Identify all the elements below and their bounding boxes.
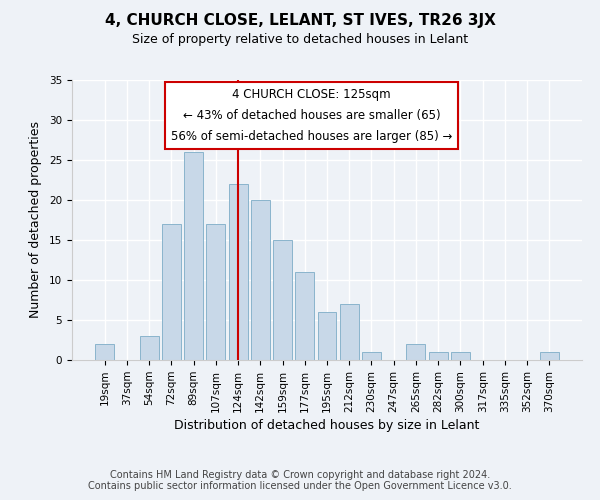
Text: Contains HM Land Registry data © Crown copyright and database right 2024.: Contains HM Land Registry data © Crown c… (110, 470, 490, 480)
Y-axis label: Number of detached properties: Number of detached properties (29, 122, 42, 318)
Bar (362, 352, 381, 360)
Bar (162, 224, 181, 360)
Bar (540, 352, 559, 360)
Text: Size of property relative to detached houses in Lelant: Size of property relative to detached ho… (132, 32, 468, 46)
Bar (451, 352, 470, 360)
Bar (184, 152, 203, 360)
X-axis label: Distribution of detached houses by size in Lelant: Distribution of detached houses by size … (175, 419, 479, 432)
Text: Contains public sector information licensed under the Open Government Licence v3: Contains public sector information licen… (88, 481, 512, 491)
Text: 4 CHURCH CLOSE: 125sqm
← 43% of detached houses are smaller (65)
56% of semi-det: 4 CHURCH CLOSE: 125sqm ← 43% of detached… (171, 88, 452, 144)
Bar (429, 352, 448, 360)
Text: 4, CHURCH CLOSE, LELANT, ST IVES, TR26 3JX: 4, CHURCH CLOSE, LELANT, ST IVES, TR26 3… (104, 12, 496, 28)
Bar (273, 240, 292, 360)
Bar (406, 344, 425, 360)
Bar (251, 200, 270, 360)
Bar (95, 344, 114, 360)
Bar (340, 304, 359, 360)
Bar (206, 224, 225, 360)
Bar (229, 184, 248, 360)
Bar (295, 272, 314, 360)
Bar (140, 336, 158, 360)
Bar (317, 312, 337, 360)
